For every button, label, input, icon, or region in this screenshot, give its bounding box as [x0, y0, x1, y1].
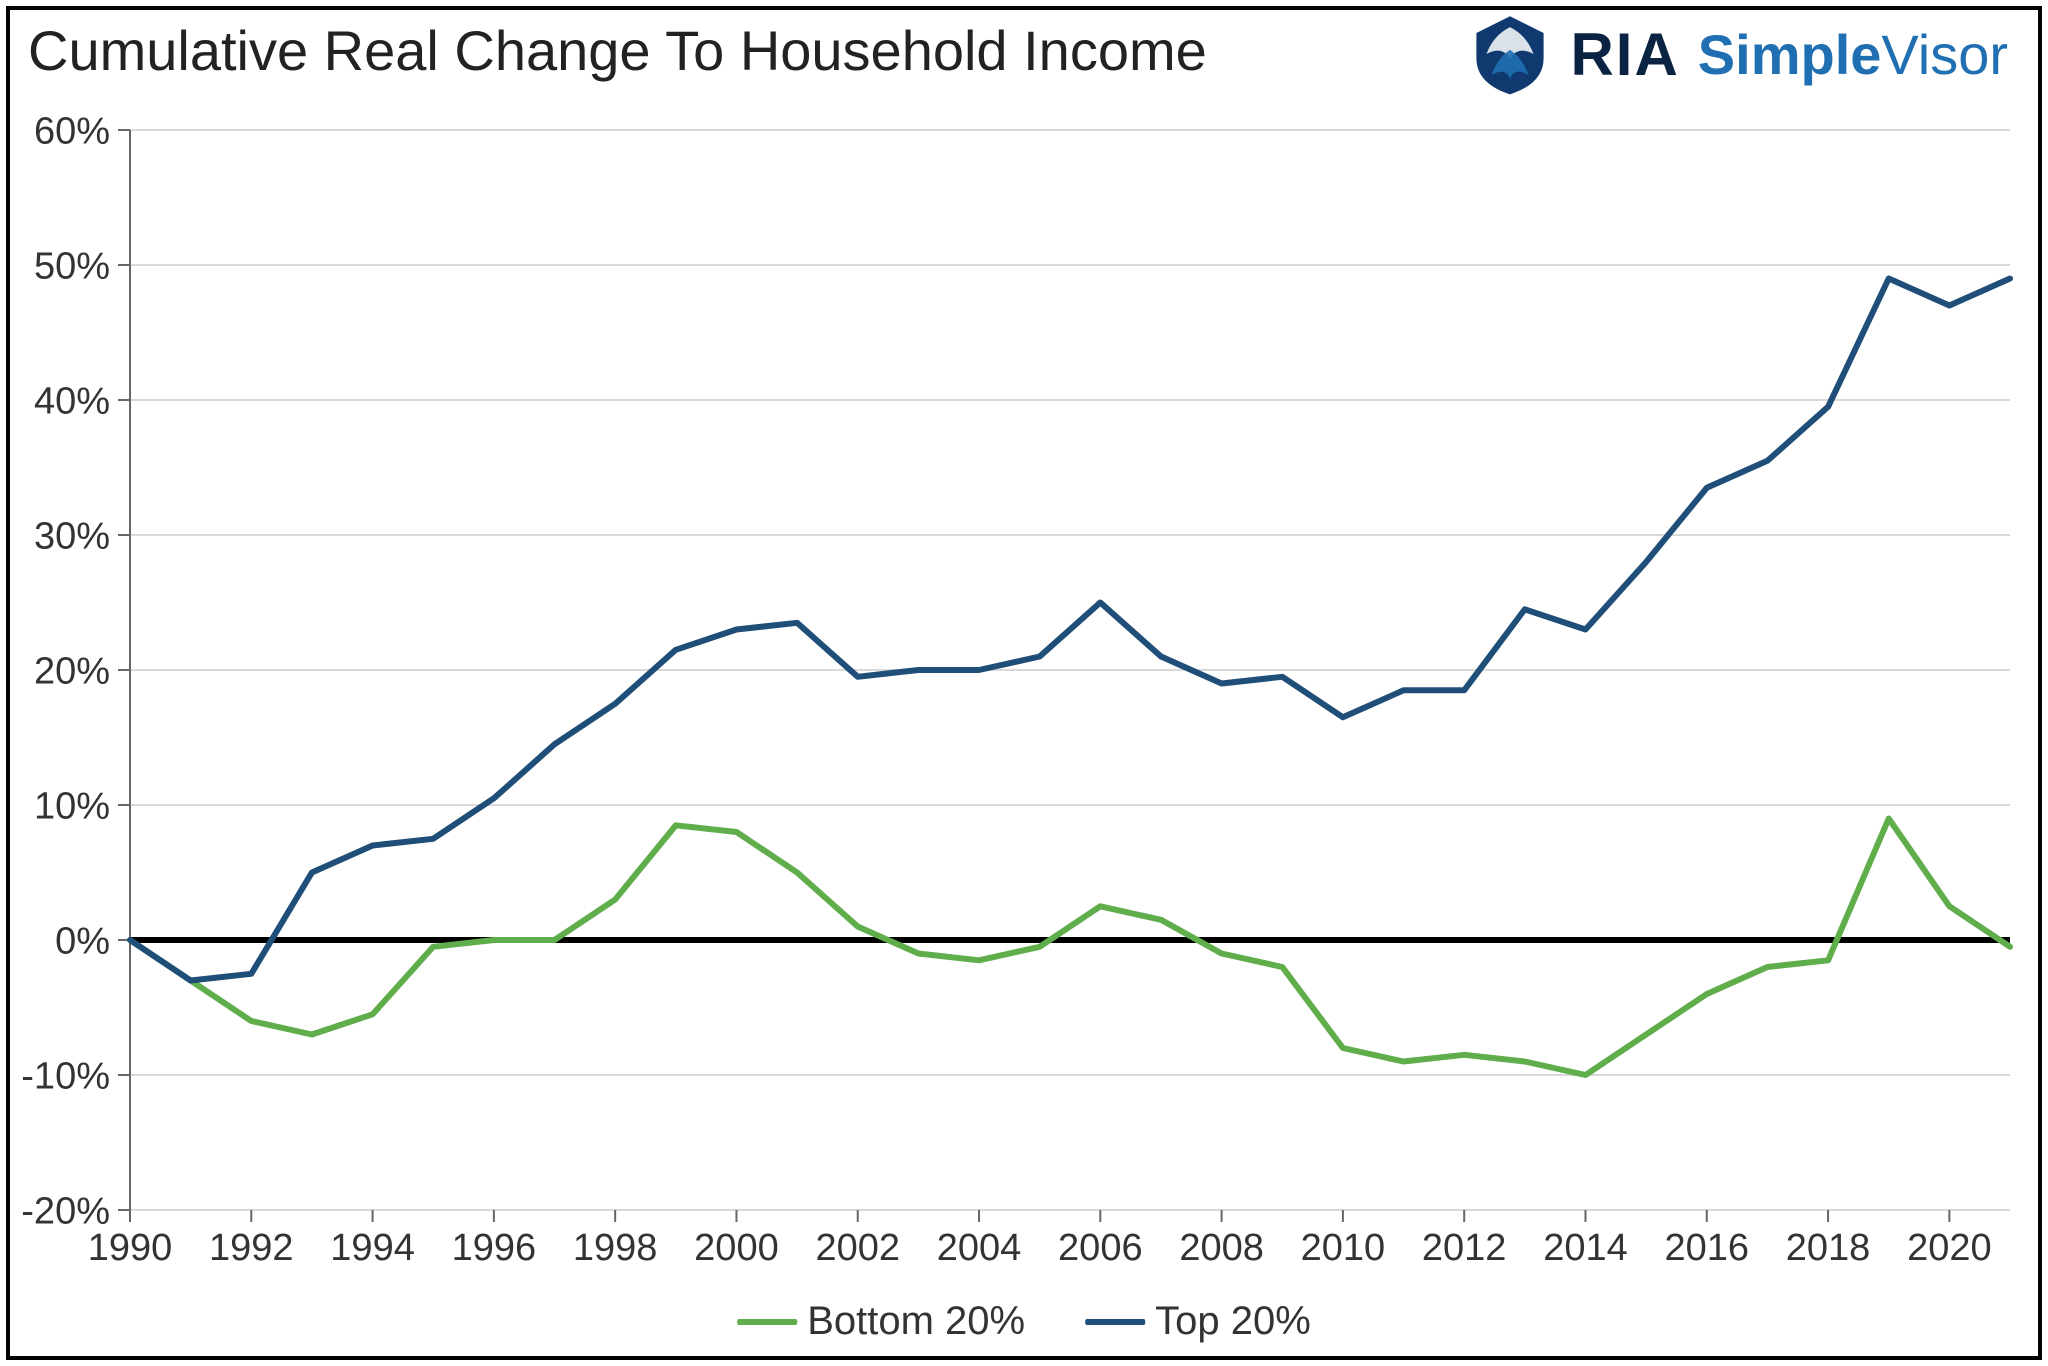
x-axis-tick-label: 2020 [1907, 1227, 1992, 1269]
legend-swatch-bottom20 [737, 1319, 797, 1325]
legend-label-bottom20: Bottom 20% [807, 1299, 1025, 1344]
legend-label-top20: Top 20% [1155, 1299, 1311, 1344]
x-axis-tick-label: 2010 [1301, 1227, 1386, 1269]
x-axis-tick-label: 2016 [1665, 1227, 1750, 1269]
x-axis-tick-label: 2018 [1786, 1227, 1871, 1269]
x-axis-tick-label: 2006 [1058, 1227, 1143, 1269]
y-axis-tick-label: 20% [34, 650, 110, 692]
series-line-bottom20 [130, 819, 2010, 1076]
legend-item-bottom20: Bottom 20% [737, 1299, 1025, 1344]
y-axis-tick-label: 60% [34, 110, 110, 152]
legend-swatch-top20 [1085, 1319, 1145, 1325]
legend: Bottom 20% Top 20% [737, 1299, 1311, 1344]
series-line-top20 [130, 279, 2010, 981]
chart-container: Cumulative Real Change To Household Inco… [0, 0, 2048, 1366]
x-axis-tick-label: 2004 [937, 1227, 1022, 1269]
x-axis-tick-label: 2008 [1179, 1227, 1264, 1269]
x-axis-tick-label: 2014 [1543, 1227, 1628, 1269]
x-axis-tick-label: 1998 [573, 1227, 658, 1269]
y-axis-tick-label: -10% [21, 1055, 110, 1097]
x-axis-tick-label: 1996 [452, 1227, 537, 1269]
plot-svg: -20% -10% 0% 10% 20% 30% 40% 50% 60% 1990 1992 1994… [0, 0, 2048, 1366]
x-axis-tick-label: 1994 [330, 1227, 415, 1269]
x-axis-tick-label: 1992 [209, 1227, 294, 1269]
y-axis-tick-label: 50% [34, 245, 110, 287]
y-axis-tick-label: 40% [34, 380, 110, 422]
y-axis-tick-label: -20% [21, 1190, 110, 1232]
x-axis-tick-label: 1990 [88, 1227, 173, 1269]
y-axis-tick-label: 0% [55, 920, 110, 962]
x-axis-tick-label: 2002 [815, 1227, 900, 1269]
y-axis-tick-label: 10% [34, 785, 110, 827]
legend-item-top20: Top 20% [1085, 1299, 1311, 1344]
x-axis-tick-label: 2012 [1422, 1227, 1507, 1269]
x-axis-tick-label: 2000 [694, 1227, 779, 1269]
y-axis-tick-label: 30% [34, 515, 110, 557]
